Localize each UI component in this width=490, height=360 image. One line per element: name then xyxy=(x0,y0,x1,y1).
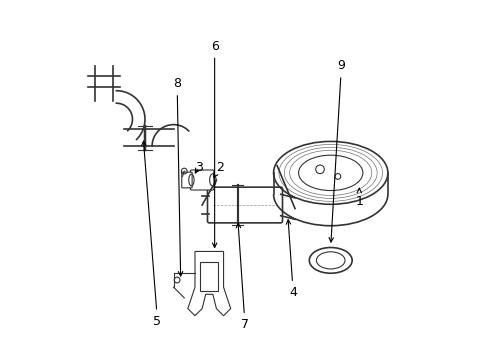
Polygon shape xyxy=(188,251,231,316)
Text: 1: 1 xyxy=(355,188,363,208)
Text: 3: 3 xyxy=(195,161,202,174)
FancyBboxPatch shape xyxy=(190,170,214,190)
FancyBboxPatch shape xyxy=(207,187,283,223)
Text: 9: 9 xyxy=(329,59,345,242)
Text: 4: 4 xyxy=(286,220,297,299)
Text: 5: 5 xyxy=(142,141,162,328)
Text: 8: 8 xyxy=(173,77,183,276)
Bar xyxy=(200,262,218,291)
Text: 6: 6 xyxy=(211,40,219,247)
Text: 7: 7 xyxy=(236,223,249,331)
FancyBboxPatch shape xyxy=(182,172,192,188)
Text: 2: 2 xyxy=(214,161,224,177)
